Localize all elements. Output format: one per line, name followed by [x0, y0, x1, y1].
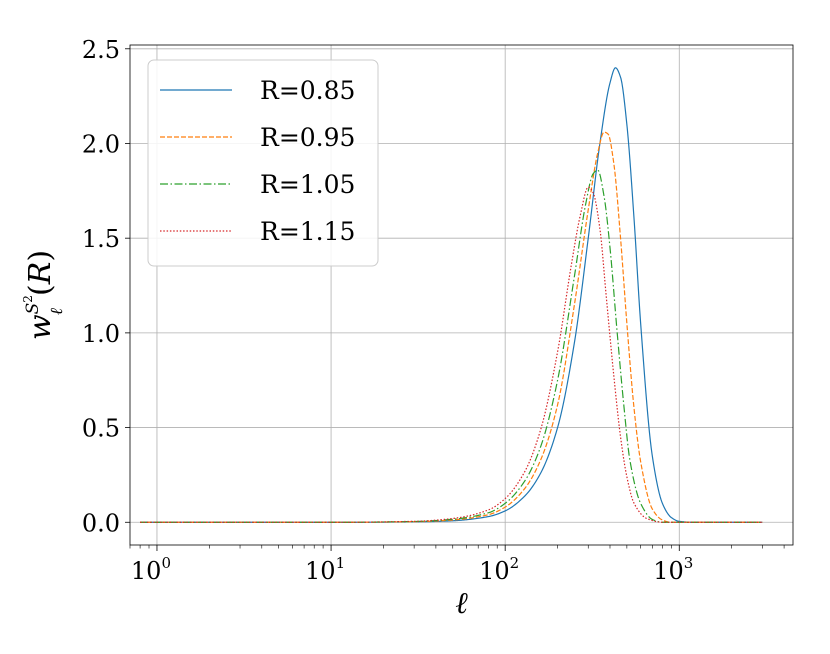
- x-tick-exponent: 1: [336, 554, 346, 572]
- y-tick-label: 2.0: [82, 130, 120, 158]
- legend-label-1: R=0.85: [260, 76, 355, 105]
- y-tick-label: 0.0: [82, 509, 120, 537]
- x-tick-base: 10: [479, 557, 510, 585]
- x-tick-label: 101: [305, 554, 345, 585]
- legend-label-4: R=1.15: [260, 217, 355, 246]
- x-tick-label: 103: [653, 554, 693, 585]
- axis-labels: ℓ wS2ℓ(R): [21, 250, 468, 621]
- plot-frame: [129, 44, 794, 546]
- x-tick-exponent: 3: [684, 554, 694, 572]
- x-tick-base: 10: [305, 557, 336, 585]
- x-tick-base: 10: [131, 557, 162, 585]
- x-axis-label: ℓ: [455, 586, 468, 621]
- legend: R=0.85 R=0.95 R=1.05 R=1.15: [147, 59, 379, 267]
- x-tick-label: 102: [479, 554, 519, 585]
- legend-label-3: R=1.05: [260, 170, 355, 199]
- x-tick-exponent: 0: [161, 554, 171, 572]
- series-line-4: [140, 186, 763, 523]
- x-tick-exponent: 2: [510, 554, 520, 572]
- legend-box: [147, 59, 379, 267]
- y-tick-label: 1.0: [82, 320, 120, 348]
- legend-label-2: R=0.95: [260, 123, 355, 152]
- y-axis-label: wS2ℓ(R): [21, 250, 67, 340]
- y-tick-label: 1.5: [82, 225, 120, 253]
- x-tick-base: 10: [653, 557, 684, 585]
- x-tick-label: 100: [131, 554, 171, 585]
- y-tick-label: 0.5: [82, 415, 120, 443]
- y-tick-label: 2.5: [82, 36, 120, 64]
- series-layer: [140, 67, 763, 523]
- series-line-2: [140, 131, 763, 523]
